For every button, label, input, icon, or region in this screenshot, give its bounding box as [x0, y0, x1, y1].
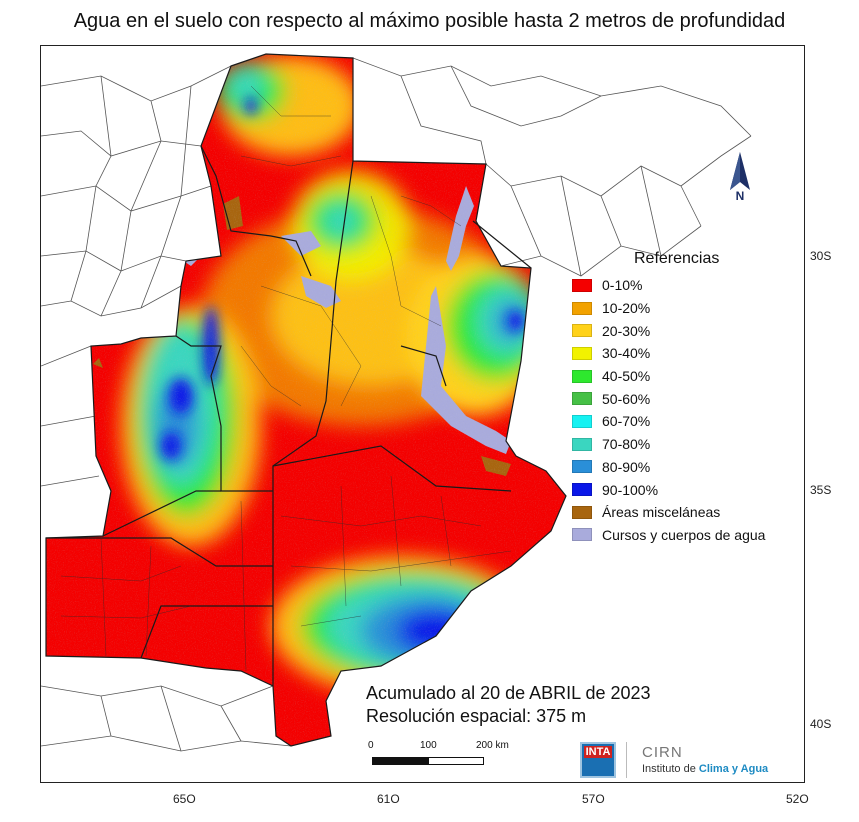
- longitude-label-52o: 52O: [786, 792, 809, 806]
- longitude-label-57o: 57O: [582, 792, 605, 806]
- scale-segment-white: [428, 757, 484, 765]
- cirn-subtitle-prefix: Instituto de: [642, 763, 699, 775]
- latitude-label-35s: 35S: [810, 483, 832, 497]
- cirn-name: CIRN: [642, 744, 683, 761]
- legend-swatch: [572, 528, 592, 542]
- department-boundaries: [60, 85, 512, 672]
- legend-item: 10-20%: [572, 297, 802, 320]
- legend-label: 60-70%: [602, 413, 651, 430]
- legend-item: 80-90%: [572, 456, 802, 479]
- legend-swatch: [572, 278, 592, 292]
- legend-item: 30-40%: [572, 342, 802, 365]
- legend-title: Referencias: [634, 250, 720, 267]
- scale-label-100: 100: [420, 740, 437, 751]
- info-block: Acumulado al 20 de ABRIL de 2023 Resoluc…: [366, 682, 651, 728]
- legend-swatch: [572, 437, 592, 451]
- legend-item: 90-100%: [572, 478, 802, 501]
- legend-swatch: [572, 414, 592, 428]
- province-boundaries: [45, 53, 567, 747]
- legend: Referencias 0-10% 10-20% 20-30% 30-40% 40-50…: [572, 250, 802, 546]
- inta-logo-text: INTA: [584, 746, 612, 758]
- legend-item: 40-50%: [572, 365, 802, 388]
- legend-label: 30-40%: [602, 345, 651, 362]
- legend-swatch: [572, 369, 592, 383]
- accumulated-date-text: Acumulado al 20 de ABRIL de 2023: [366, 683, 651, 703]
- legend-swatch: [572, 483, 592, 497]
- map-frame: [40, 45, 805, 783]
- cirn-logo: CIRN Instituto de Clima y Agua: [642, 744, 768, 775]
- legend-swatch: [572, 301, 592, 315]
- latitude-label-40s: 40S: [810, 717, 832, 731]
- legend-label: 40-50%: [602, 368, 651, 385]
- legend-label: 70-80%: [602, 436, 651, 453]
- scale-label-200: 200 km: [476, 740, 509, 751]
- scale-bar: 0 100 200 km: [368, 740, 528, 770]
- cirn-subtitle: Instituto de Clima y Agua: [642, 763, 768, 775]
- legend-swatch: [572, 505, 592, 519]
- spatial-resolution-text: Resolución espacial: 375 m: [366, 706, 587, 726]
- logo-divider: [626, 742, 627, 778]
- legend-label: 20-30%: [602, 322, 651, 339]
- legend-swatch: [572, 392, 592, 406]
- map-title: Agua en el suelo con respecto al máximo …: [73, 10, 786, 32]
- legend-label: 90-100%: [602, 481, 659, 498]
- scale-label-0: 0: [368, 740, 374, 751]
- legend-label: 80-90%: [602, 458, 651, 475]
- legend-swatch: [572, 460, 592, 474]
- legend-item: 0-10%: [572, 274, 802, 297]
- legend-item: 60-70%: [572, 410, 802, 433]
- legend-swatch: [572, 324, 592, 338]
- legend-label: Cursos y cuerpos de agua: [602, 526, 766, 543]
- legend-item: Áreas misceláneas: [572, 501, 802, 524]
- legend-label: Áreas misceláneas: [602, 504, 721, 521]
- legend-item: Cursos y cuerpos de agua: [572, 524, 802, 547]
- legend-label: 50-60%: [602, 390, 651, 407]
- cirn-subtitle-bold: Clima y Agua: [698, 763, 769, 775]
- latitude-label-30s: 30S: [810, 249, 832, 263]
- scale-segment-black: [372, 757, 428, 765]
- longitude-label-61o: 61O: [377, 792, 400, 806]
- legend-item: 50-60%: [572, 387, 802, 410]
- north-arrow-icon: N: [720, 150, 760, 203]
- soil-water-map: [41, 53, 752, 752]
- background-boundaries: [41, 57, 752, 752]
- inta-logo: INTA: [580, 742, 616, 778]
- legend-swatch: [572, 346, 592, 360]
- longitude-label-65o: 65O: [173, 792, 196, 806]
- legend-item: 70-80%: [572, 433, 802, 456]
- legend-label: 10-20%: [602, 300, 651, 317]
- north-letter: N: [736, 189, 745, 202]
- legend-label: 0-10%: [602, 277, 643, 294]
- legend-item: 20-30%: [572, 319, 802, 342]
